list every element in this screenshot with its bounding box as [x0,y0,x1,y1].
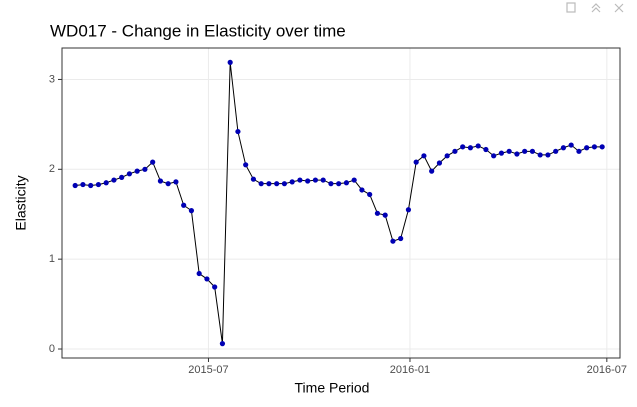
point [126,171,133,177]
point [568,142,574,148]
point [95,181,102,188]
icon-collapse[interactable] [591,3,601,13]
point [266,181,272,187]
point [537,152,543,158]
x-axis-title: Time Period [295,380,370,396]
point [336,181,342,187]
point [111,177,117,183]
point [452,148,458,154]
point [150,159,156,165]
point [243,162,249,168]
point [212,284,218,290]
icon-close[interactable] [614,3,624,13]
point [398,235,404,242]
point [72,182,78,189]
toolbar-icons [566,2,624,13]
point [591,144,598,150]
point [359,187,365,193]
x-tick-label: 2016-07 [587,364,627,376]
y-tick-label: 3 [49,73,55,85]
point [103,180,109,186]
point [250,176,257,182]
point [560,145,567,151]
x-tick-label: 2016-01 [390,364,430,376]
point [374,210,381,216]
point [328,181,334,187]
point [599,144,605,150]
point [305,178,311,184]
point [219,341,226,347]
point [514,151,520,157]
point [88,182,94,189]
point [444,153,450,159]
point [390,238,396,244]
point [545,152,551,158]
point [413,159,419,165]
point [281,181,288,187]
point [576,148,582,154]
point [553,148,559,154]
y-tick-label: 1 [49,253,55,265]
chart-title: WD017 - Change in Elasticity over time [50,21,346,40]
point [506,148,512,154]
point [142,166,148,172]
point [312,177,319,183]
point [227,59,233,65]
point [289,179,295,185]
y-axis-title: Elasticity [13,175,29,230]
point [235,128,241,135]
point [475,143,481,149]
point [274,181,280,187]
point [367,191,373,198]
point [320,177,326,183]
point [491,153,497,159]
point [204,276,210,282]
point [584,145,590,151]
point [343,180,350,186]
icon-export[interactable] [566,2,576,13]
point [467,145,474,151]
point [460,144,466,150]
point [405,207,412,213]
y-tick-label: 0 [49,343,55,355]
point [429,168,435,174]
point [382,212,388,218]
line [75,62,603,344]
point [258,181,264,187]
point [134,168,140,174]
point [436,160,443,166]
point [529,148,536,154]
point [522,148,528,154]
point [498,150,505,156]
x-tick-label: 2015-07 [188,364,228,376]
point [181,202,187,208]
point [119,174,125,180]
point [351,177,357,183]
plot-border [61,47,621,359]
point [196,270,202,277]
point [80,181,86,188]
point [173,179,179,185]
point [165,181,171,187]
point [157,178,164,184]
y-tick-label: 2 [49,163,55,175]
point [483,146,489,153]
point [297,177,303,183]
point [421,153,427,159]
point [188,208,195,214]
